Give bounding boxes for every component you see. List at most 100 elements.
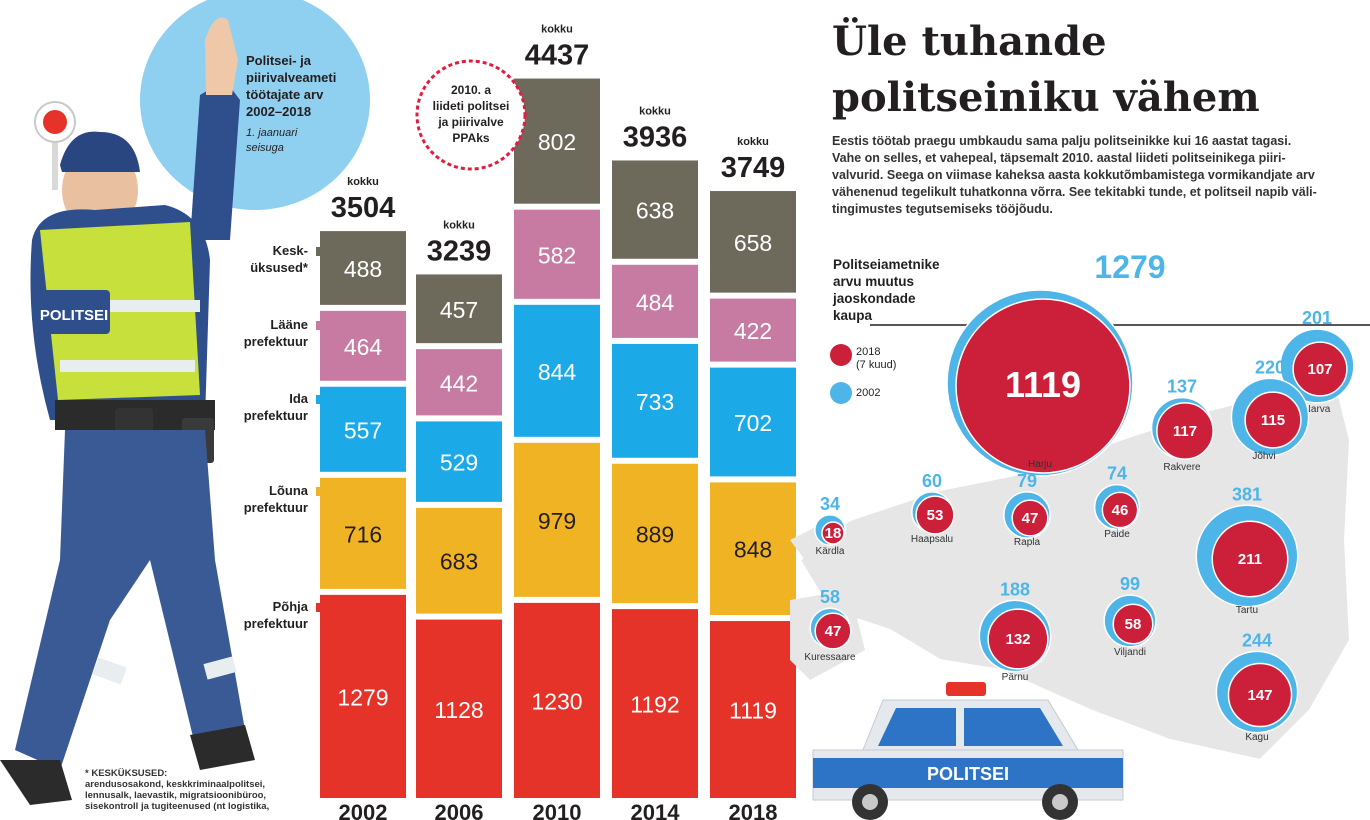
bar-segment [416,421,502,502]
car-stripe [813,758,1123,788]
police-officer-illustration: POLITSEI [0,17,255,805]
raised-arm [190,80,240,240]
stacked-bar-chart: 1279 716 557 464 488 3504 kokku 2002 1128 683 529 4… [320,24,796,820]
footnote-line: sisekontroll ja tugiteenused (nt logisti… [85,801,270,812]
legend-swatch-2018 [830,344,852,366]
bar-segment [612,160,698,259]
bar-segment [320,477,406,589]
vest-badge [38,290,110,334]
estonia-map-bubble-chart: 1119 1279 Harju 107 201 Narva 115 220 Jõhvi 117 13… [790,249,1370,762]
bar-segment [710,298,796,362]
series-label-louna: Lõuna prefektuur [216,482,308,516]
bar-total-label: 3239 [427,235,492,267]
bar-segment [514,602,600,798]
bubble-value-2002: 381 [1232,484,1262,504]
region-name-label: Pärnu [1002,672,1029,683]
bar-segment [710,482,796,616]
bubble-value-2018: 1119 [1005,364,1081,405]
uniform-trousers [15,430,245,770]
article-title-line-1: Üle tuhande [832,18,1107,65]
map-heading-line: Politseiametnike [833,257,940,272]
lead-line: Eestis töötab praegu umbkaudu sama palju… [832,134,1292,148]
lead-line: tingimustes tegutsemiseks tööjõudu. [832,202,1053,216]
bubble-value-2018: 115 [1261,412,1285,429]
series-label-pohja: Põhja prefektuur [216,598,308,632]
bar-segment [320,386,406,472]
bar-value-label: 683 [440,549,478,575]
badge-text: PPAks [452,131,489,145]
bar-value-label: 484 [636,289,675,315]
intro-circle-background [140,0,370,210]
bar-value-label: 1230 [531,688,582,714]
bubble-value-2018: 47 [1022,510,1039,527]
car-hubcap [1052,794,1068,810]
police-car-illustration: POLITSEI [812,682,1124,820]
bar-segment [612,264,698,338]
region-name-label: Kuressaare [804,652,856,663]
bar-value-label: 457 [440,297,478,323]
lead-line: Vahe on selles, et vahepeal, täpsemalt 2… [832,151,1286,165]
bubble-2018 [1156,402,1214,460]
series-label-line: Põhja [272,599,308,614]
bar-value-label: 422 [734,318,772,344]
legend-swatch-laane [316,321,325,330]
bar-segment [416,274,502,344]
map-heading-line: kaupa [833,308,873,323]
bubbles-group: 1119 1279 Harju 107 201 Narva 115 220 Jõhvi 117 13… [804,249,1355,743]
legend-swatch-kesk [316,247,325,256]
bar-total-caption: kokku [443,219,475,231]
bubble-value-2018: 18 [825,525,842,542]
intro-title-line: piirivalveameti [246,70,337,85]
siren-light [946,682,986,696]
bar-segment [320,310,406,381]
legend-label-2002: 2002 [856,387,881,399]
region-name-label: Haapsalu [911,534,953,545]
x-tick-label: 2014 [631,800,681,820]
badge-text: ja piirivalve [437,115,504,129]
series-label-laane: Lääne prefektuur [216,316,308,350]
legend-line: (7 kuud) [856,359,897,371]
intro-subtitle-line: seisuga [246,142,284,154]
bubble-value-2002: 137 [1167,377,1197,397]
legend-swatch-pohja [316,603,325,612]
map-heading-line: arvu muutus [833,274,915,289]
bar-value-label: 557 [344,417,382,443]
intro-subtitle: 1. jaanuari seisuga [246,126,366,156]
bar-segment [514,442,600,597]
bubble-2018 [987,608,1049,670]
region-name-label: Tartu [1236,605,1258,616]
bar-segment [320,594,406,798]
intro-title-line: 2002–2018 [246,104,312,119]
car-label: POLITSEI [927,764,1009,784]
series-label-ida: Ida prefektuur [216,390,308,424]
legend-swatch-louna [316,487,325,496]
bubble-2018 [915,495,955,535]
bar-segment [514,78,600,204]
vest-label: POLITSEI [40,307,108,324]
bubble-value-2018: 47 [825,623,842,640]
footnote: * KESKÜKSUSED: arendusosakond, keskkrimi… [85,768,305,812]
bubble-value-2002: 99 [1120,574,1140,594]
bar-value-label: 848 [734,537,772,563]
footnote-line: lennusalk, laevastik, migratsioonibüroo, [85,790,267,801]
bar-total-label: 3504 [331,192,396,224]
bar-value-label: 1119 [729,698,777,724]
badge-text: liideti politsei [433,99,510,113]
sign-stick [52,130,58,190]
series-label-line: prefektuur [243,500,308,515]
bar-value-label: 702 [734,410,772,436]
series-label-line: prefektuur [243,334,308,349]
x-tick-label: 2018 [729,800,778,820]
bar-total-label: 3749 [721,152,786,184]
series-label-line: Lääne [270,317,308,332]
region-name-label: Paide [1104,529,1130,540]
left-shoe [0,760,72,805]
bar-value-label: 979 [538,508,576,534]
bubble-value-2002: 60 [922,471,942,491]
bubble-2018 [814,612,852,650]
series-label-line: Ida [289,391,308,406]
bar-segment [416,619,502,798]
bubble-value-2002: 79 [1017,471,1037,491]
bar-value-label: 889 [636,521,674,547]
bubble-value-2018: 46 [1112,502,1129,519]
